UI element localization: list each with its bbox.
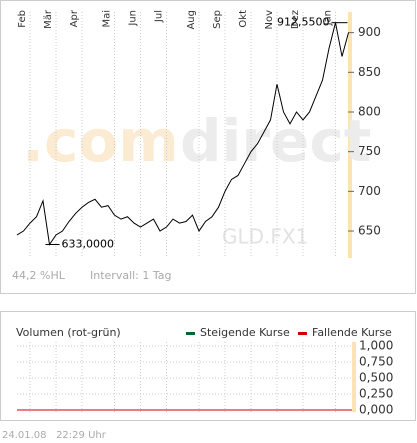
legend-label: Steigende Kurse xyxy=(200,326,290,339)
volume-panel xyxy=(0,311,416,421)
y-tick-label: 750 xyxy=(358,144,381,158)
y-tick-label: 650 xyxy=(358,224,381,238)
right-band xyxy=(352,342,356,412)
x-tick-label: Aug xyxy=(186,10,197,30)
price-panel xyxy=(0,0,416,294)
legend-swatch xyxy=(186,332,195,335)
watermark: .com xyxy=(22,107,179,175)
y-tick-label: 700 xyxy=(358,184,381,198)
right-band xyxy=(348,12,352,258)
y-tick-label: 0,000 xyxy=(359,403,393,417)
stats: 44,2 %HL xyxy=(12,269,66,282)
y-tick-label: 1,000 xyxy=(359,339,393,353)
x-tick-label: Okt xyxy=(238,10,249,28)
x-tick-label: Jan xyxy=(323,10,334,26)
timestamp: 24.01.08 22:29 Uhr xyxy=(2,430,107,441)
legend-label: Fallende Kurse xyxy=(312,326,392,339)
x-tick-label: Jun xyxy=(128,10,139,27)
annotation: 912,5500 xyxy=(277,16,330,29)
y-tick-label: 800 xyxy=(358,104,381,118)
x-tick-label: Mär xyxy=(43,9,54,29)
annotation: 633,0000 xyxy=(62,238,115,251)
y-tick-label: 900 xyxy=(358,25,381,39)
x-tick-label: Feb xyxy=(17,10,28,28)
price-line xyxy=(16,22,349,246)
symbol: GLD.FX1 xyxy=(222,225,308,249)
x-tick-label: Mai xyxy=(102,10,113,28)
y-tick-label: 0,750 xyxy=(359,355,393,369)
interval: Intervall: 1 Tag xyxy=(90,269,172,282)
y-tick-label: 850 xyxy=(358,65,381,79)
x-tick-label: Sep xyxy=(212,10,223,29)
volume-title: Volumen (rot-grün) xyxy=(16,326,121,339)
legend-swatch xyxy=(298,332,307,335)
x-tick-label: Apr xyxy=(69,9,80,27)
y-tick-label: 0,500 xyxy=(359,371,393,385)
watermark: direct xyxy=(180,107,371,175)
x-tick-label: Nov xyxy=(264,10,275,30)
x-tick-label: Dez xyxy=(290,10,301,29)
x-tick-label: Jul xyxy=(154,10,165,23)
y-tick-label: 0,250 xyxy=(359,387,393,401)
